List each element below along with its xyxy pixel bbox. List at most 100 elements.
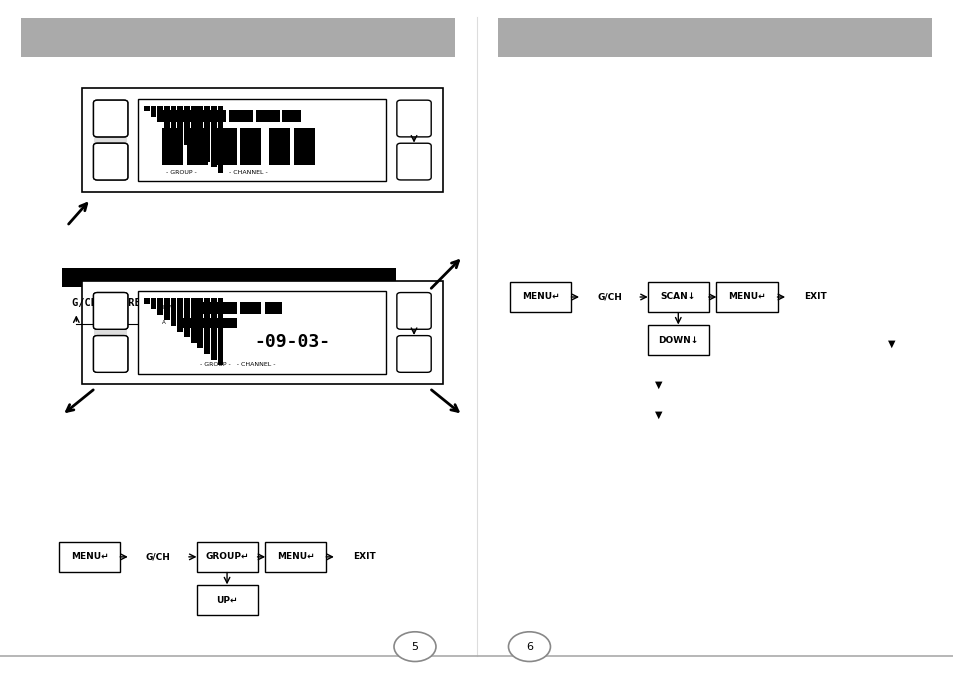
FancyBboxPatch shape — [182, 110, 199, 122]
Text: A: A — [162, 321, 166, 325]
FancyBboxPatch shape — [204, 105, 210, 162]
FancyBboxPatch shape — [294, 128, 314, 165]
FancyBboxPatch shape — [196, 585, 257, 615]
FancyBboxPatch shape — [716, 282, 777, 312]
FancyBboxPatch shape — [138, 99, 386, 181]
FancyBboxPatch shape — [269, 128, 290, 165]
FancyBboxPatch shape — [196, 542, 257, 572]
FancyBboxPatch shape — [93, 335, 128, 373]
FancyBboxPatch shape — [211, 298, 216, 360]
Text: UP↵: UP↵ — [216, 595, 237, 605]
FancyBboxPatch shape — [265, 302, 282, 315]
Text: ▼: ▼ — [887, 340, 895, 349]
FancyBboxPatch shape — [255, 110, 279, 122]
Text: EXIT: EXIT — [803, 292, 826, 302]
Text: ▼: ▼ — [654, 380, 661, 389]
FancyBboxPatch shape — [82, 281, 442, 384]
FancyBboxPatch shape — [217, 105, 223, 173]
Text: 5: 5 — [411, 642, 418, 651]
FancyBboxPatch shape — [191, 105, 196, 151]
FancyBboxPatch shape — [215, 128, 236, 165]
FancyBboxPatch shape — [187, 128, 208, 165]
FancyBboxPatch shape — [93, 292, 128, 329]
FancyBboxPatch shape — [221, 317, 236, 328]
Text: DOWN↓: DOWN↓ — [658, 335, 698, 345]
FancyBboxPatch shape — [647, 325, 708, 355]
Text: AF: AF — [176, 305, 183, 310]
FancyBboxPatch shape — [21, 18, 455, 57]
FancyBboxPatch shape — [177, 105, 183, 139]
FancyBboxPatch shape — [157, 105, 163, 122]
FancyBboxPatch shape — [151, 298, 156, 309]
FancyBboxPatch shape — [93, 292, 128, 329]
FancyBboxPatch shape — [510, 282, 571, 312]
FancyBboxPatch shape — [204, 298, 210, 354]
FancyBboxPatch shape — [164, 105, 170, 128]
FancyBboxPatch shape — [177, 298, 183, 331]
FancyBboxPatch shape — [211, 105, 216, 167]
Text: - CHANNEL -: - CHANNEL - — [229, 169, 267, 175]
Text: G/CH: G/CH — [146, 552, 171, 562]
FancyBboxPatch shape — [59, 542, 120, 572]
FancyBboxPatch shape — [202, 110, 226, 122]
Circle shape — [508, 632, 550, 662]
Text: -09-03-: -09-03- — [253, 333, 330, 351]
FancyBboxPatch shape — [184, 105, 190, 145]
FancyBboxPatch shape — [497, 18, 931, 57]
Text: MENU↵: MENU↵ — [727, 292, 765, 302]
FancyBboxPatch shape — [181, 317, 200, 328]
FancyBboxPatch shape — [215, 302, 236, 315]
FancyBboxPatch shape — [94, 103, 127, 178]
FancyBboxPatch shape — [240, 128, 261, 165]
Text: - GROUP -   - CHANNEL -: - GROUP - - CHANNEL - — [199, 362, 275, 367]
Text: - GROUP -: - GROUP - — [166, 169, 196, 175]
Circle shape — [394, 632, 436, 662]
FancyBboxPatch shape — [396, 100, 431, 137]
FancyBboxPatch shape — [647, 282, 708, 312]
Text: MENU↵: MENU↵ — [276, 552, 314, 562]
Text: MENU↵: MENU↵ — [521, 292, 559, 302]
FancyBboxPatch shape — [94, 295, 127, 370]
FancyBboxPatch shape — [197, 298, 203, 348]
FancyBboxPatch shape — [164, 298, 170, 321]
FancyBboxPatch shape — [162, 128, 183, 165]
FancyBboxPatch shape — [162, 110, 179, 122]
Text: RW: RW — [162, 305, 171, 310]
Text: G/CH: G/CH — [597, 292, 621, 302]
FancyBboxPatch shape — [229, 110, 253, 122]
FancyBboxPatch shape — [93, 143, 128, 180]
FancyBboxPatch shape — [396, 292, 431, 329]
FancyBboxPatch shape — [203, 317, 218, 328]
FancyBboxPatch shape — [93, 143, 128, 180]
FancyBboxPatch shape — [396, 143, 431, 180]
FancyBboxPatch shape — [171, 105, 176, 134]
FancyBboxPatch shape — [184, 298, 190, 338]
FancyBboxPatch shape — [265, 542, 326, 572]
Text: ▼: ▼ — [654, 410, 661, 420]
Text: 6: 6 — [525, 642, 533, 651]
FancyBboxPatch shape — [282, 110, 301, 122]
FancyBboxPatch shape — [93, 100, 128, 137]
FancyBboxPatch shape — [144, 298, 150, 304]
FancyBboxPatch shape — [151, 105, 156, 117]
Text: GROUP↵: GROUP↵ — [205, 552, 249, 562]
FancyBboxPatch shape — [217, 298, 223, 365]
FancyBboxPatch shape — [197, 105, 203, 156]
FancyBboxPatch shape — [191, 298, 196, 343]
Text: EXIT: EXIT — [353, 552, 375, 562]
FancyBboxPatch shape — [191, 302, 212, 315]
Text: MENU↵: MENU↵ — [71, 552, 109, 562]
FancyBboxPatch shape — [62, 268, 395, 287]
FancyBboxPatch shape — [93, 100, 128, 137]
FancyBboxPatch shape — [82, 88, 442, 192]
FancyBboxPatch shape — [240, 302, 261, 315]
Text: G/CH    FREQ   SQ   VOL   NAME   REMO: G/CH FREQ SQ VOL NAME REMO — [71, 298, 302, 307]
Text: SCAN↓: SCAN↓ — [660, 292, 695, 302]
FancyBboxPatch shape — [157, 298, 163, 315]
Text: B: B — [172, 321, 175, 325]
FancyBboxPatch shape — [138, 292, 386, 373]
FancyBboxPatch shape — [396, 335, 431, 373]
FancyBboxPatch shape — [144, 105, 150, 111]
FancyBboxPatch shape — [171, 298, 176, 326]
FancyBboxPatch shape — [93, 335, 128, 373]
